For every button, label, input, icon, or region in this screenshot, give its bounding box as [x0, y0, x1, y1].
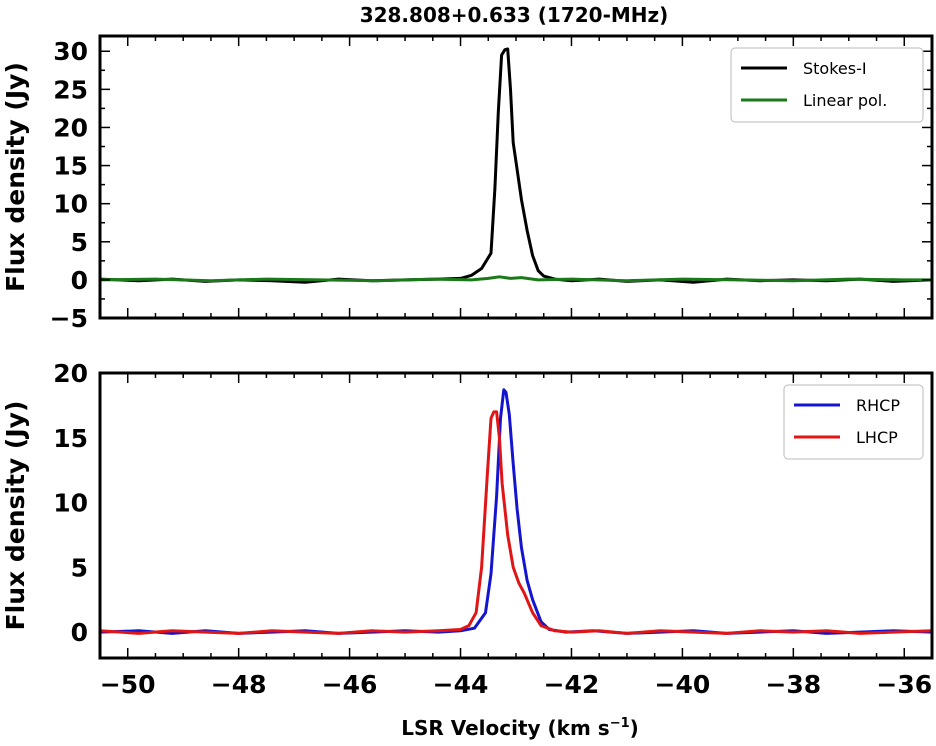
legend-label: Linear pol.: [803, 91, 887, 110]
x-tick-label: −38: [765, 670, 821, 699]
y-tick-label: 10: [53, 489, 88, 518]
series-line-linear-pol: [100, 275, 932, 283]
y-tick-label: 30: [53, 37, 88, 66]
x-axis-label-close: ): [630, 716, 639, 740]
circular-pol-panel: 0 5 10 15 20 −50 −48 −46 −44 −42 −40 −38 −36 Flux den…: [1, 359, 934, 699]
legend-label: LHCP: [856, 428, 898, 447]
x-axis-label-main: LSR Velocity (km s: [401, 716, 609, 740]
x-tick-label: −42: [544, 670, 600, 699]
stokes-panel: −5 0 5 10 15 20 25 30 Flux density (Jy) Stokes-I L…: [1, 34, 934, 333]
axes-frame: [98, 34, 934, 320]
legend-box: [783, 384, 924, 460]
y-axis-label: Flux density (Jy): [1, 62, 30, 292]
y-tick-label: −5: [50, 304, 88, 333]
x-tick-label: −36: [876, 670, 932, 699]
x-tick-label: −44: [433, 670, 489, 699]
y-axis-label: Flux density (Jy): [1, 401, 30, 631]
y-tick-label: 25: [53, 75, 88, 104]
y-tick-label: 20: [53, 359, 88, 388]
y-tick-label: 20: [53, 113, 88, 142]
y-tick-label: 5: [71, 228, 88, 257]
y-tick-label: 15: [53, 424, 88, 453]
legend-label: Stokes-I: [803, 59, 867, 78]
x-axis-label: LSR Velocity (km s−1): [401, 716, 639, 740]
legend: Stokes-I Linear pol.: [730, 47, 924, 123]
axes-frame: [98, 371, 934, 660]
x-tick-label: −50: [100, 670, 156, 699]
series-line-lhcp: [100, 410, 932, 635]
x-tick-label: −48: [211, 670, 267, 699]
figure-title: 328.808+0.633 (1720-MHz): [360, 3, 669, 27]
y-tick-label: 0: [71, 266, 88, 295]
legend: RHCP LHCP: [783, 384, 924, 460]
y-tick-label: 5: [71, 553, 88, 582]
x-tick-label: −40: [655, 670, 711, 699]
y-tick-label: 10: [53, 190, 88, 219]
x-axis-label-exponent: −1: [610, 716, 630, 731]
y-tick-label: 15: [53, 152, 88, 181]
y-tick-label: 0: [71, 618, 88, 647]
x-tick-label: −46: [322, 670, 378, 699]
legend-label: RHCP: [856, 396, 900, 415]
